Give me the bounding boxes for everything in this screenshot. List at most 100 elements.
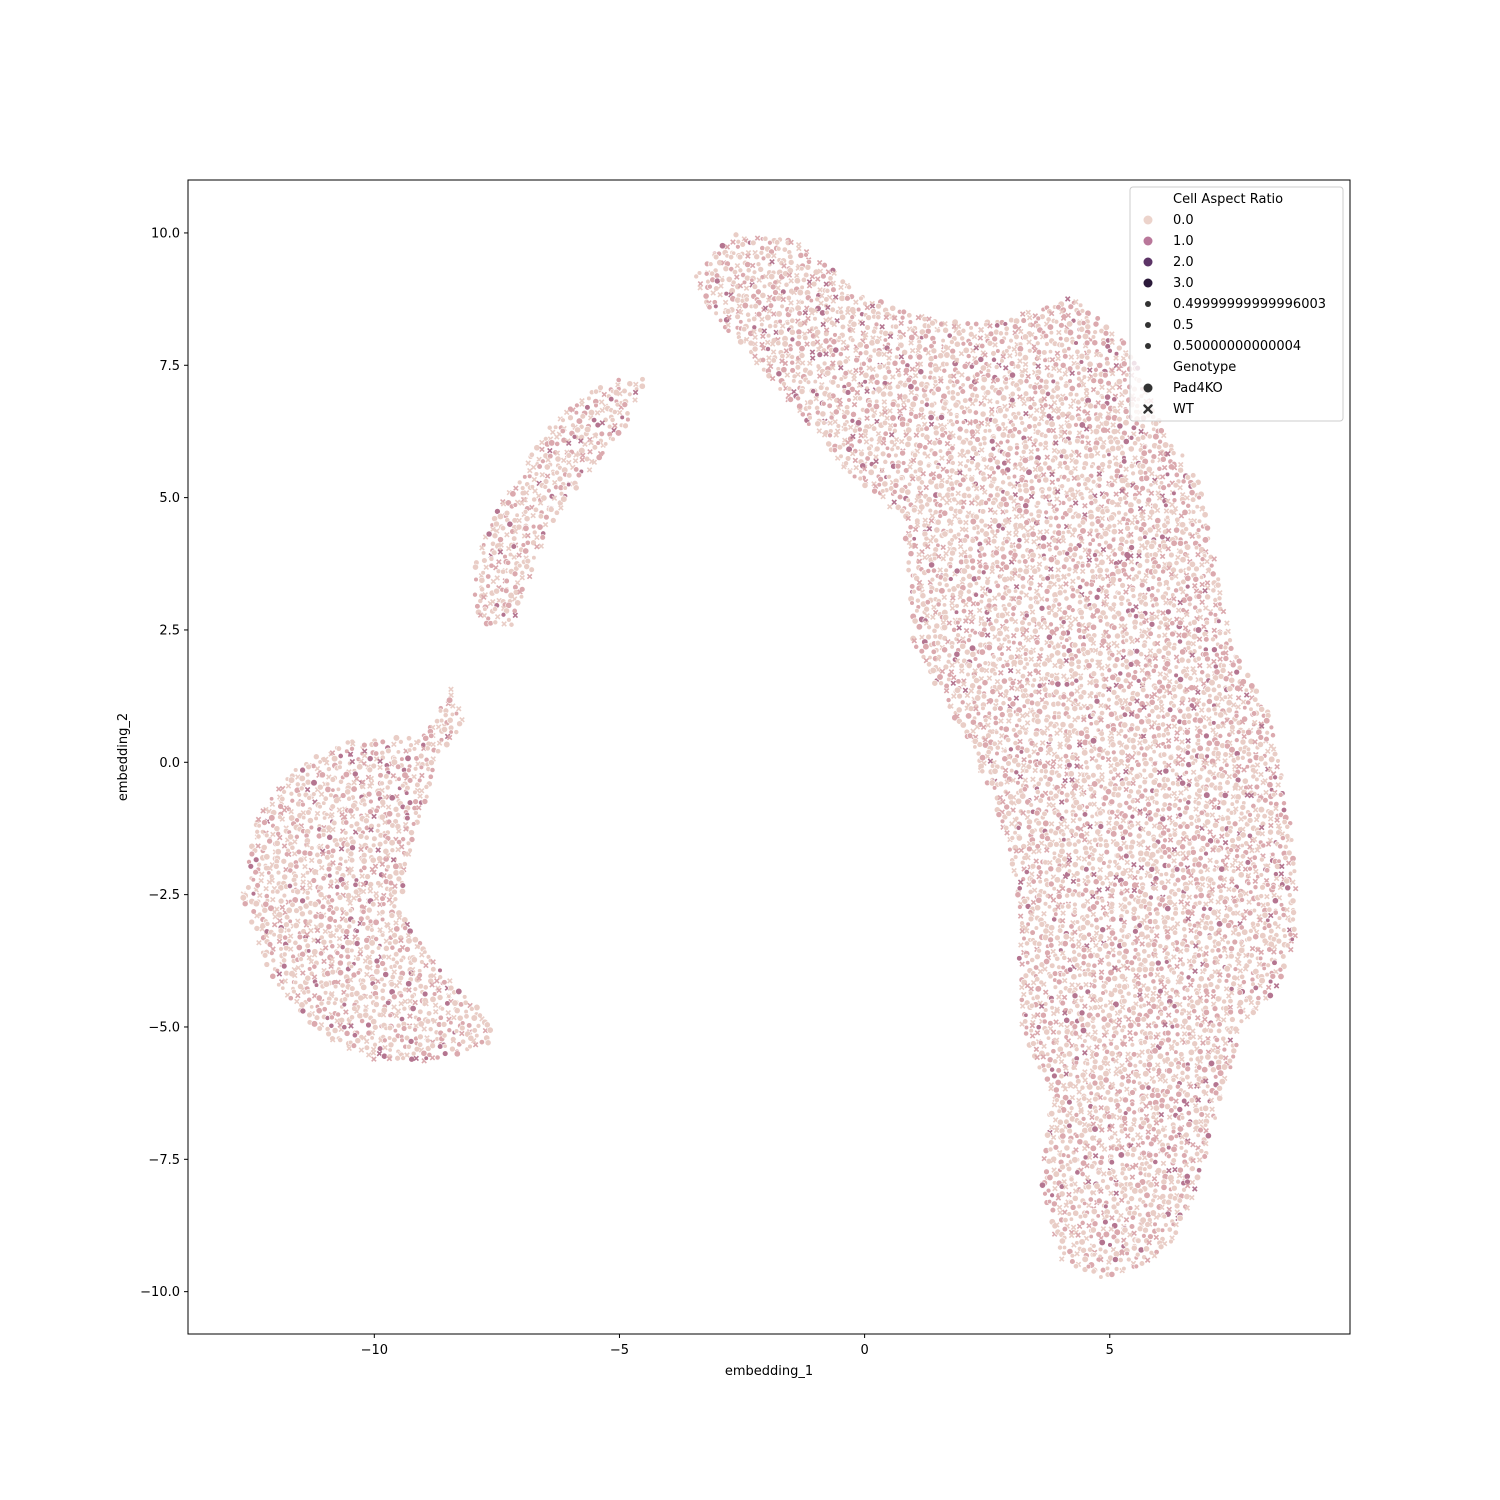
point-wt bbox=[1076, 452, 1082, 458]
point-pad4ko bbox=[1154, 522, 1161, 529]
point-pad4ko bbox=[1017, 483, 1023, 489]
point-pad4ko bbox=[377, 772, 384, 779]
point-pad4ko bbox=[1217, 630, 1223, 637]
point-wt bbox=[259, 871, 265, 877]
point-pad4ko bbox=[905, 497, 911, 503]
point-pad4ko bbox=[393, 951, 400, 958]
point-pad4ko bbox=[1058, 453, 1065, 459]
point-pad4ko bbox=[1101, 453, 1107, 459]
point-pad4ko bbox=[304, 889, 311, 896]
point-pad4ko bbox=[1122, 438, 1130, 445]
point-pad4ko bbox=[560, 495, 568, 503]
point-pad4ko bbox=[317, 921, 325, 929]
point-wt bbox=[888, 431, 895, 438]
point-wt bbox=[1068, 403, 1074, 410]
point-pad4ko bbox=[1042, 440, 1049, 446]
point-pad4ko bbox=[1045, 316, 1052, 323]
point-pad4ko bbox=[928, 588, 934, 595]
point-pad4ko bbox=[1120, 339, 1127, 347]
point-pad4ko bbox=[1042, 476, 1050, 484]
point-wt bbox=[269, 896, 276, 903]
point-wt bbox=[617, 390, 623, 397]
point-pad4ko bbox=[992, 606, 999, 612]
point-wt bbox=[1105, 554, 1112, 561]
point-wt bbox=[287, 933, 294, 939]
point-pad4ko bbox=[491, 549, 498, 556]
point-pad4ko bbox=[546, 488, 552, 494]
point-pad4ko bbox=[304, 974, 312, 982]
point-pad4ko bbox=[1116, 416, 1123, 423]
point-pad4ko bbox=[964, 320, 971, 327]
point-pad4ko bbox=[289, 797, 296, 804]
point-pad4ko bbox=[1002, 606, 1008, 612]
point-pad4ko bbox=[400, 1055, 406, 1061]
point-pad4ko bbox=[891, 489, 898, 495]
point-pad4ko bbox=[1025, 468, 1033, 476]
point-pad4ko bbox=[547, 453, 554, 460]
point-pad4ko bbox=[510, 543, 517, 550]
point-pad4ko bbox=[898, 475, 904, 482]
point-pad4ko bbox=[379, 976, 385, 983]
point-pad4ko bbox=[907, 383, 915, 391]
point-pad4ko bbox=[1210, 636, 1216, 643]
point-wt bbox=[1051, 407, 1057, 414]
point-pad4ko bbox=[839, 278, 846, 285]
point-pad4ko bbox=[380, 932, 386, 938]
point-pad4ko bbox=[1022, 487, 1030, 495]
point-wt bbox=[525, 532, 531, 539]
point-pad4ko bbox=[1074, 512, 1082, 520]
point-pad4ko bbox=[967, 396, 974, 403]
point-pad4ko bbox=[269, 796, 275, 802]
point-pad4ko bbox=[823, 296, 830, 303]
point-pad4ko bbox=[411, 746, 418, 752]
point-wt bbox=[1036, 561, 1043, 568]
point-wt bbox=[893, 436, 900, 443]
point-wt bbox=[367, 883, 374, 890]
point-pad4ko bbox=[960, 382, 966, 388]
point-wt bbox=[1029, 525, 1035, 531]
point-pad4ko bbox=[901, 381, 908, 389]
point-pad4ko bbox=[374, 963, 381, 970]
point-pad4ko bbox=[1018, 415, 1024, 421]
point-wt bbox=[516, 552, 522, 558]
point-pad4ko bbox=[987, 428, 993, 434]
point-wt bbox=[322, 928, 329, 935]
point-wt bbox=[922, 517, 929, 523]
point-pad4ko bbox=[1017, 487, 1023, 494]
point-pad4ko bbox=[1164, 471, 1171, 477]
point-pad4ko bbox=[953, 609, 960, 615]
point-wt bbox=[827, 420, 833, 426]
point-pad4ko bbox=[639, 376, 646, 383]
point-pad4ko bbox=[519, 570, 526, 576]
point-wt bbox=[373, 756, 380, 762]
point-pad4ko bbox=[1113, 351, 1120, 357]
point-pad4ko bbox=[924, 401, 930, 408]
point-wt bbox=[992, 595, 998, 601]
point-pad4ko bbox=[1122, 495, 1128, 501]
point-pad4ko bbox=[1128, 544, 1135, 551]
point-wt bbox=[925, 350, 931, 356]
point-pad4ko bbox=[835, 423, 842, 429]
point-wt bbox=[351, 895, 357, 901]
point-pad4ko bbox=[1110, 528, 1118, 536]
point-pad4ko bbox=[268, 814, 276, 822]
point-wt bbox=[766, 355, 772, 361]
point-pad4ko bbox=[1077, 608, 1085, 617]
point-pad4ko bbox=[981, 551, 988, 558]
point-pad4ko bbox=[876, 482, 882, 488]
point-wt bbox=[1055, 567, 1062, 573]
point-pad4ko bbox=[395, 812, 402, 818]
point-wt bbox=[632, 397, 638, 403]
point-pad4ko bbox=[999, 431, 1007, 439]
point-pad4ko bbox=[1079, 527, 1087, 535]
point-pad4ko bbox=[917, 498, 924, 505]
point-pad4ko bbox=[796, 288, 804, 297]
point-pad4ko bbox=[768, 273, 776, 281]
point-pad4ko bbox=[393, 925, 401, 933]
point-pad4ko bbox=[862, 371, 870, 379]
point-wt bbox=[1051, 399, 1058, 406]
point-pad4ko bbox=[584, 455, 591, 463]
point-pad4ko bbox=[308, 824, 315, 831]
point-pad4ko bbox=[998, 611, 1006, 619]
point-wt bbox=[355, 892, 362, 899]
